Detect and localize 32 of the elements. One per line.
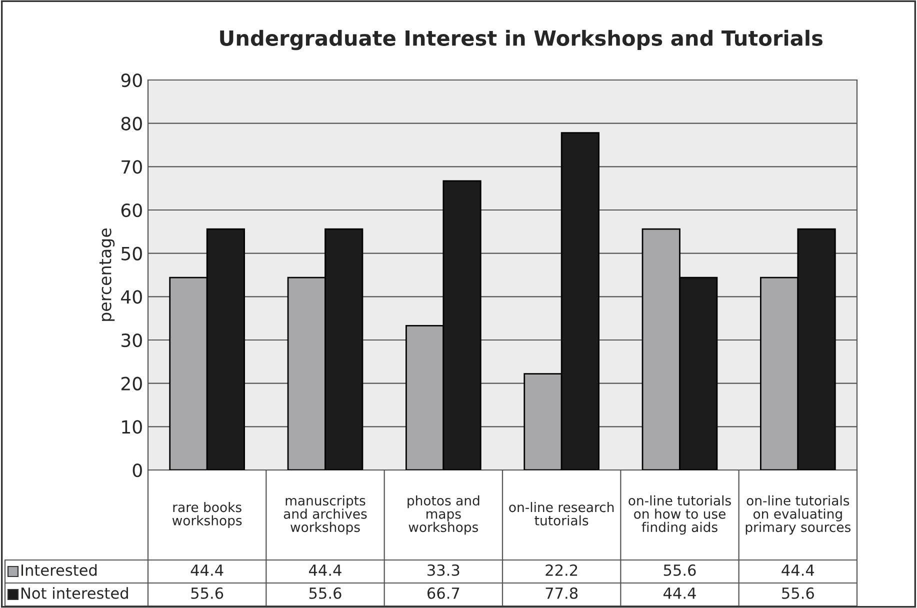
x-tick-label: on-line tutorials on how to use finding aids (628, 495, 731, 535)
data-label: 44.4 (782, 564, 814, 576)
data-label: 66.7 (427, 587, 460, 599)
data-label: 55.6 (782, 587, 814, 599)
data-label: 44.4 (190, 564, 224, 576)
data-label: 44.4 (663, 588, 696, 599)
y-tick-label: 90 (121, 73, 142, 88)
chart-title: Undergraduate Interest in Workshops and Tutorials (220, 30, 822, 50)
y-tick-label: 30 (122, 333, 142, 348)
data-label: 44.4 (308, 564, 342, 576)
data-label: 55.6 (191, 587, 224, 599)
x-tick-label: photos and maps workshops (408, 495, 480, 535)
legend-label: Not interested (22, 587, 128, 599)
x-tick-label: on-line tutorials on evaluating primary sources (746, 495, 851, 535)
y-tick-label: 50 (122, 246, 142, 260)
y-tick-label: 70 (122, 160, 142, 174)
y-tick-label: 40 (121, 290, 142, 304)
y-tick-label: 60 (121, 203, 142, 218)
y-tick-label: 20 (121, 376, 142, 390)
data-label: 22.2 (546, 564, 578, 576)
legend-label: Interested (22, 564, 97, 576)
data-label: 33.3 (428, 564, 460, 576)
x-tick-label: manuscripts and archives workshops (284, 495, 367, 535)
data-label: 55.6 (664, 564, 696, 576)
x-tick-label: rare books workshops (172, 502, 242, 528)
data-label: 77.8 (546, 587, 578, 599)
x-tick-label: on-line research tutorials (509, 502, 614, 526)
data-label: 55.6 (309, 587, 342, 599)
y-tick-label: 80 (121, 116, 142, 130)
y-tick-label: 0 (132, 463, 142, 478)
y-tick-label: 10 (122, 420, 142, 434)
y-axis-title: percentage (99, 228, 115, 321)
